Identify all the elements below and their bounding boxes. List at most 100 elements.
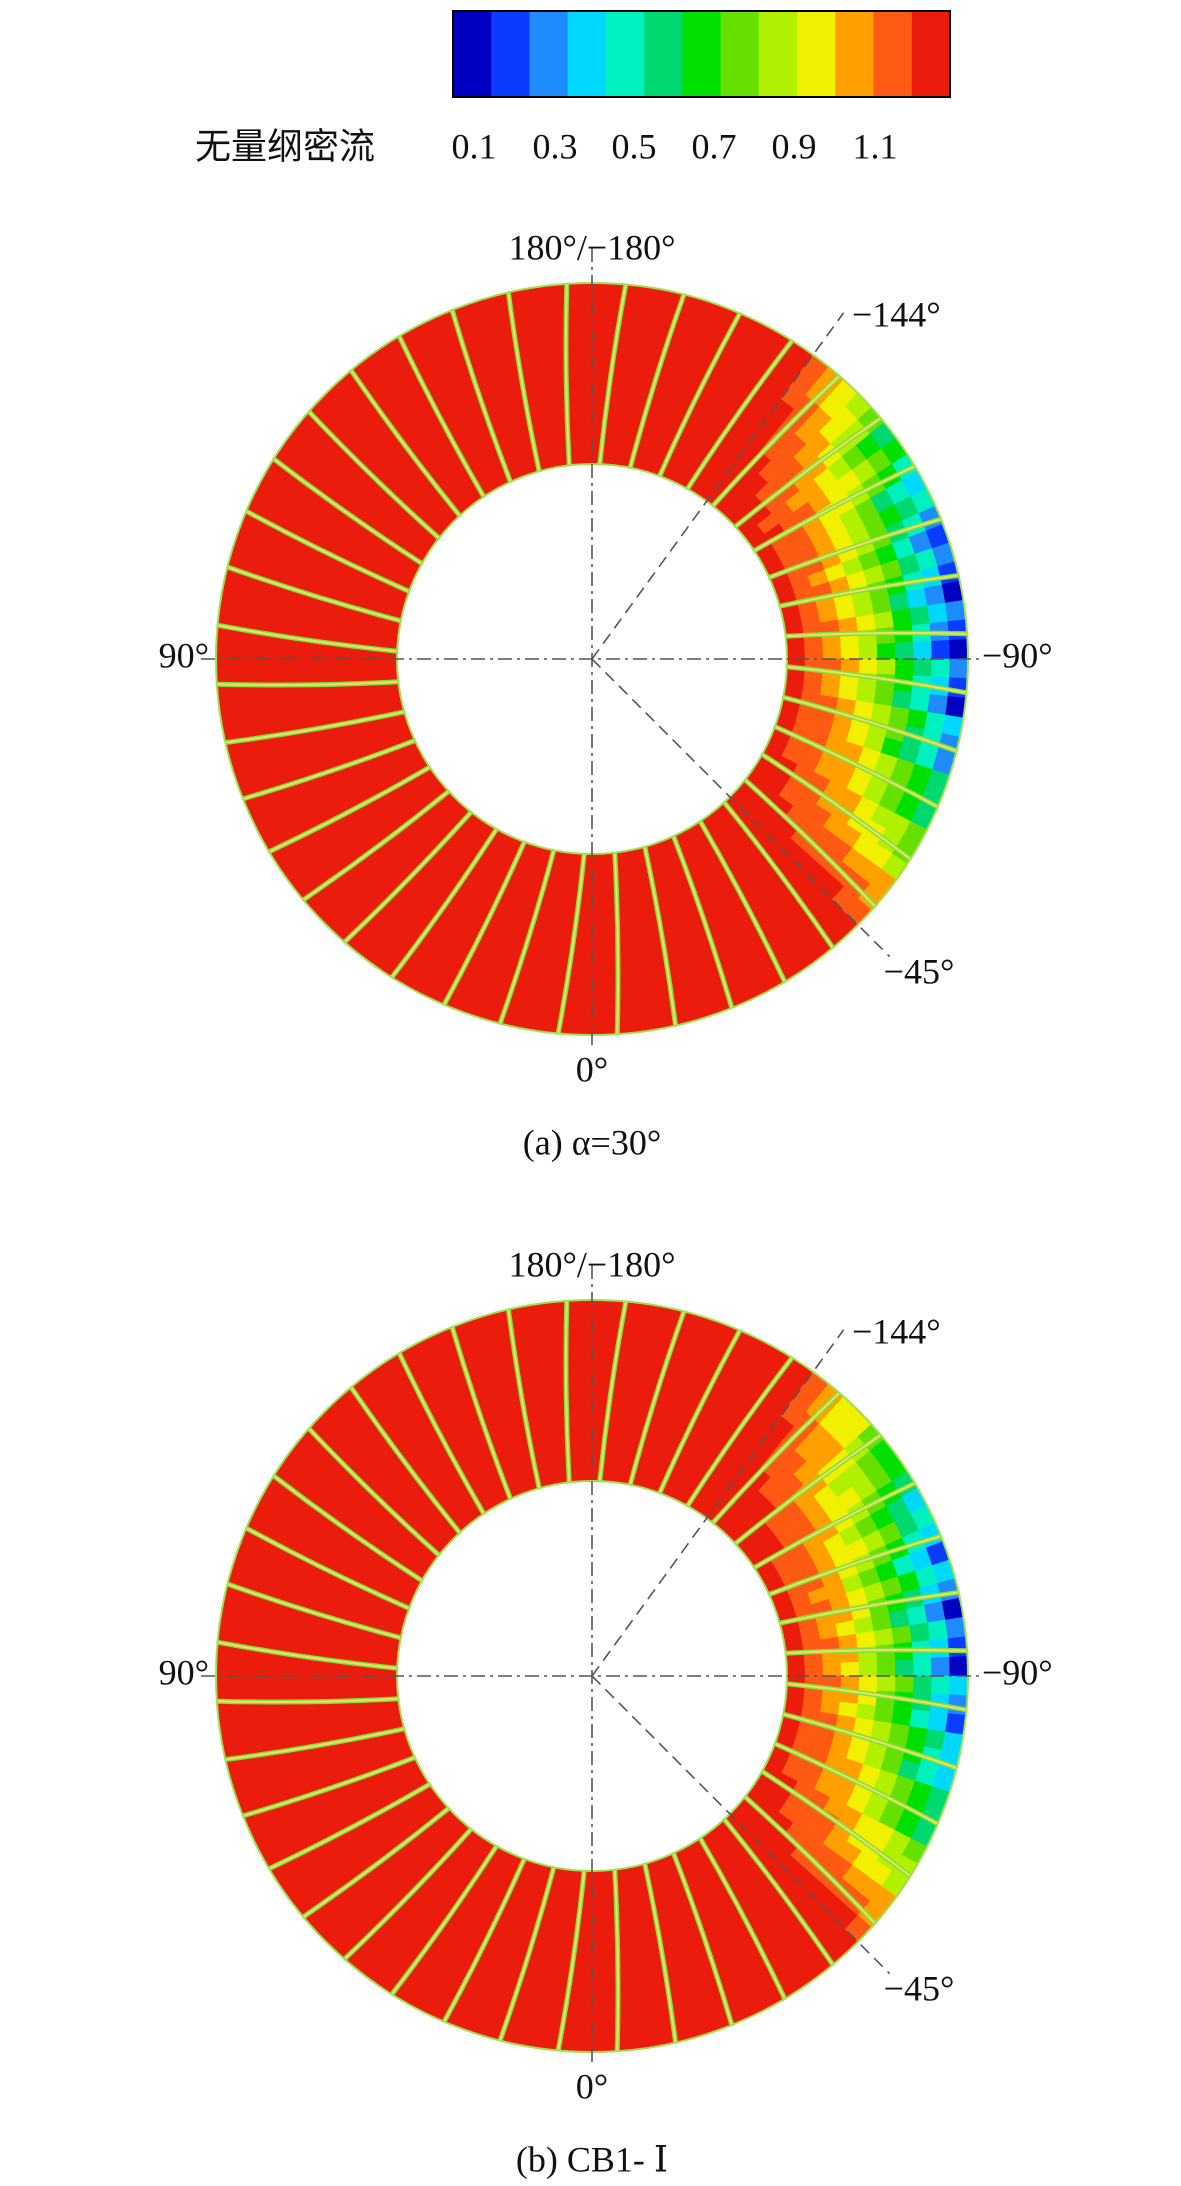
blade xyxy=(302,790,450,901)
blade xyxy=(753,1482,916,1569)
blade xyxy=(629,1311,685,1486)
contour-cell xyxy=(837,1633,859,1651)
contour-cell xyxy=(894,1658,915,1677)
sector-line xyxy=(591,1675,891,1975)
blade xyxy=(391,828,498,978)
contour-cell xyxy=(909,605,931,626)
contour-cell xyxy=(931,1656,951,1677)
blade xyxy=(734,417,882,528)
blade xyxy=(672,1852,733,2026)
contour-cell xyxy=(858,1675,878,1692)
colorbar-segment xyxy=(911,11,951,97)
contour-cell xyxy=(804,646,824,660)
blade xyxy=(443,1858,526,2023)
blade xyxy=(245,1527,410,1610)
contour-cell xyxy=(840,1675,860,1691)
contour-cell xyxy=(822,645,842,660)
angle-label: 180°/−180° xyxy=(508,1244,675,1284)
contour-cell xyxy=(947,1636,968,1658)
contour-cell xyxy=(912,658,933,678)
colorbar-tick-label: 0.5 xyxy=(612,126,657,166)
blade xyxy=(308,410,440,539)
sector-line xyxy=(591,658,891,958)
contour-cell xyxy=(876,1675,896,1693)
angle-label: −45° xyxy=(884,1968,955,2008)
blade xyxy=(443,841,526,1006)
blade xyxy=(613,1869,620,2052)
contour-cell xyxy=(927,1711,949,1733)
blade xyxy=(786,1682,967,1711)
blade xyxy=(598,1301,627,1482)
blade xyxy=(268,766,431,853)
contour-cell xyxy=(888,591,911,612)
blade xyxy=(242,739,416,800)
contour-cell xyxy=(949,639,969,660)
sector-line xyxy=(591,1329,845,1677)
contour-cell xyxy=(840,1661,860,1677)
contour-cell xyxy=(931,658,951,679)
contour-cell xyxy=(931,1675,951,1696)
contour-cell xyxy=(924,1601,946,1624)
blade xyxy=(227,1583,402,1639)
colorbar-segment xyxy=(491,11,530,97)
blade xyxy=(564,283,571,466)
blade xyxy=(308,1427,440,1556)
blade xyxy=(699,1837,786,2000)
blade xyxy=(268,1783,431,1870)
blade xyxy=(723,801,834,949)
contour-cell xyxy=(855,1630,877,1649)
blade xyxy=(499,849,555,1024)
contour-cell xyxy=(949,1656,969,1677)
contour-cell xyxy=(858,643,878,660)
blade xyxy=(557,853,586,1034)
blade xyxy=(227,566,402,622)
contour-cell xyxy=(894,641,915,660)
blade xyxy=(273,458,423,565)
blade xyxy=(391,1845,498,1995)
angle-label: 90° xyxy=(159,635,209,675)
angle-label: −90° xyxy=(982,635,1053,675)
contour-cell xyxy=(804,1663,824,1677)
blade xyxy=(273,1475,423,1582)
contour-ring xyxy=(215,1299,969,2053)
blade xyxy=(507,292,541,472)
blade xyxy=(343,811,472,943)
contour-cell xyxy=(927,602,949,624)
colorbar-tick-label: 0.3 xyxy=(533,126,578,166)
colorbar-segment xyxy=(797,11,836,97)
colorbar-tick-label: 1.1 xyxy=(853,126,898,166)
blade xyxy=(564,1300,571,1483)
blade xyxy=(451,309,512,483)
colorbar-segment xyxy=(720,11,760,97)
angle-label: 180°/−180° xyxy=(508,227,675,267)
blade xyxy=(686,340,793,490)
blade xyxy=(225,710,405,744)
blade xyxy=(598,284,627,465)
contour-cell xyxy=(891,1707,913,1727)
contour-cell xyxy=(858,1660,878,1677)
blade xyxy=(613,852,620,1035)
colorbar-segment xyxy=(758,11,798,97)
blade xyxy=(761,753,911,860)
contour-cell xyxy=(840,644,860,660)
contour-cell xyxy=(858,658,878,675)
caption: (a) α=30° xyxy=(523,1122,662,1162)
blade xyxy=(643,1863,677,2043)
contour-cell xyxy=(912,1657,933,1677)
blade xyxy=(734,1434,882,1545)
contour-cell xyxy=(931,639,951,660)
blade xyxy=(217,624,398,653)
contour-cell xyxy=(840,658,860,674)
blade xyxy=(779,574,959,608)
angle-label: −45° xyxy=(884,951,955,991)
blade xyxy=(768,1535,942,1596)
contour-cell xyxy=(947,619,968,641)
colorbar-tick-label: 0.7 xyxy=(692,126,737,166)
contour-cell xyxy=(912,1675,933,1695)
contour-cell xyxy=(875,626,896,645)
sector-line xyxy=(591,312,845,660)
colorbar-segment xyxy=(835,11,875,97)
blade xyxy=(761,1770,911,1877)
